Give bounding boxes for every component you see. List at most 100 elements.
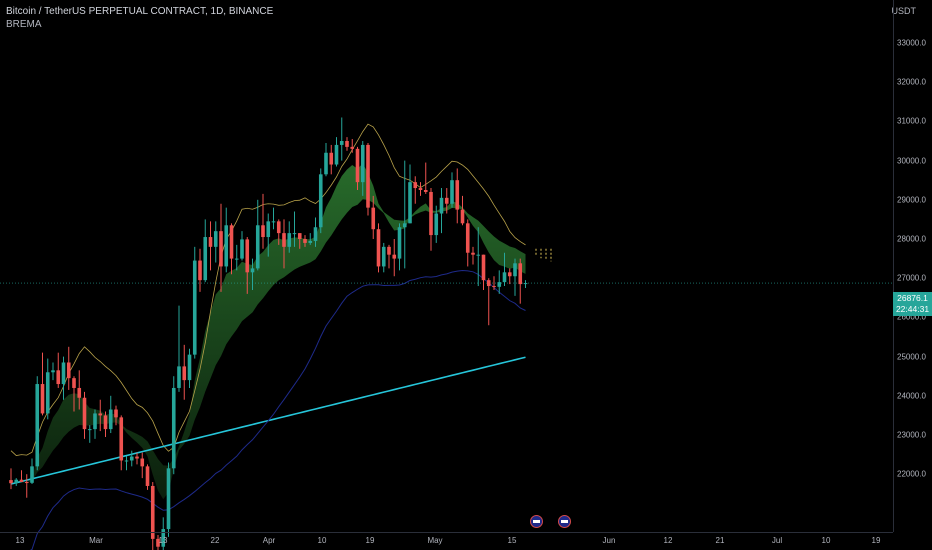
price-tick-label: 29000.0 xyxy=(897,195,926,205)
time-tick-label: 12 xyxy=(663,536,673,545)
candle-body xyxy=(497,282,502,287)
price-tick-label: 31000.0 xyxy=(897,116,926,126)
candle-body xyxy=(502,272,507,283)
candle-body xyxy=(371,207,376,230)
candle-body xyxy=(261,225,265,238)
candle-body xyxy=(376,229,381,267)
last-price-value: 26876.1 xyxy=(897,293,928,303)
candle-body xyxy=(208,237,213,247)
candle-body xyxy=(140,458,145,467)
candle-body xyxy=(282,233,286,247)
candle-body xyxy=(213,231,218,247)
candle-body xyxy=(135,456,139,459)
candle-body xyxy=(345,141,349,147)
indicator-label[interactable]: BREMA xyxy=(6,19,42,30)
candle-body xyxy=(465,223,470,253)
candle-body xyxy=(360,144,365,183)
candle-body xyxy=(82,397,87,430)
candle-body xyxy=(51,370,55,373)
candle-body xyxy=(192,260,197,355)
candle-body xyxy=(460,209,465,224)
candle-body xyxy=(366,144,370,208)
price-tick-label: 23000.0 xyxy=(897,430,926,440)
candle-body xyxy=(308,240,313,243)
symbol-title[interactable]: Bitcoin / TetherUS PERPETUAL CONTRACT, 1… xyxy=(6,6,274,17)
price-axis-divider xyxy=(893,0,894,532)
candle-body xyxy=(423,190,428,192)
candle-body xyxy=(150,485,155,539)
time-tick-label: 13 xyxy=(15,536,25,545)
price-tick-label: 25000.0 xyxy=(897,352,926,362)
candle-body xyxy=(266,221,271,238)
economic-event-flag-icon[interactable] xyxy=(558,515,571,528)
candle-body xyxy=(87,429,92,431)
candle-body xyxy=(297,233,302,239)
candle-body xyxy=(98,413,103,416)
price-tick-label: 24000.0 xyxy=(897,391,926,401)
bar-countdown: 22:44:31 xyxy=(895,304,930,314)
price-tick-label: 33000.0 xyxy=(897,38,926,48)
candle-body xyxy=(171,387,176,469)
time-tick-label: Apr xyxy=(262,536,276,545)
candle-body xyxy=(418,188,423,190)
candle-body xyxy=(182,366,187,381)
candle-body xyxy=(287,233,292,247)
candle-body xyxy=(329,152,334,165)
candle-body xyxy=(234,258,239,260)
upper-envelope-line xyxy=(10,123,526,457)
candle-body xyxy=(124,460,129,462)
time-tick-label: 19 xyxy=(365,536,375,545)
candle-body xyxy=(166,468,171,530)
candle-body xyxy=(292,233,297,235)
candle-body xyxy=(324,152,328,175)
candle-body xyxy=(413,182,418,189)
candle-body xyxy=(19,479,24,483)
candle-body xyxy=(387,246,391,255)
candle-body xyxy=(276,221,281,234)
candle-body xyxy=(339,141,344,145)
candle-body xyxy=(103,415,108,430)
candle-body xyxy=(9,480,13,484)
candle-body xyxy=(114,409,118,418)
candle-body xyxy=(108,409,113,430)
time-tick-label: 10 xyxy=(317,536,327,545)
candle-body xyxy=(72,378,76,388)
candle-body xyxy=(245,239,250,273)
candle-body xyxy=(486,280,491,287)
candle-body xyxy=(40,384,45,414)
candle-body xyxy=(187,354,192,381)
time-tick-label: Jul xyxy=(771,536,783,545)
candle-body xyxy=(313,227,318,241)
candle-body xyxy=(61,362,66,385)
candle-body xyxy=(250,268,255,273)
candle-body xyxy=(198,260,202,281)
time-tick-label: 19 xyxy=(871,536,881,545)
time-tick-label: Jun xyxy=(602,536,616,545)
time-tick-label: 10 xyxy=(821,536,831,545)
economic-event-flag-icon[interactable] xyxy=(530,515,543,528)
price-axis-unit[interactable]: USDT xyxy=(891,6,917,16)
candle-body xyxy=(450,180,454,204)
time-tick-label: 13 xyxy=(158,536,168,545)
candle-body xyxy=(93,413,97,430)
candle-body xyxy=(156,538,160,547)
candle-body xyxy=(56,370,61,385)
candle-body xyxy=(481,254,486,281)
time-tick-label: May xyxy=(427,536,443,545)
time-tick-label: Mar xyxy=(89,536,103,545)
candle-body xyxy=(255,225,260,269)
candle-body xyxy=(77,387,82,398)
candle-body xyxy=(271,221,276,223)
time-tick-label: 22 xyxy=(210,536,220,545)
candle-body xyxy=(145,466,150,486)
candle-body xyxy=(476,254,481,256)
candle-body xyxy=(402,223,407,228)
candle-body xyxy=(14,479,19,484)
candle-body xyxy=(471,252,475,255)
time-tick-label: 15 xyxy=(507,536,517,545)
candle-body xyxy=(303,239,307,243)
candle-body xyxy=(444,197,449,204)
candle-body xyxy=(161,529,166,547)
price-tick-label: 26000.0 xyxy=(897,312,926,322)
